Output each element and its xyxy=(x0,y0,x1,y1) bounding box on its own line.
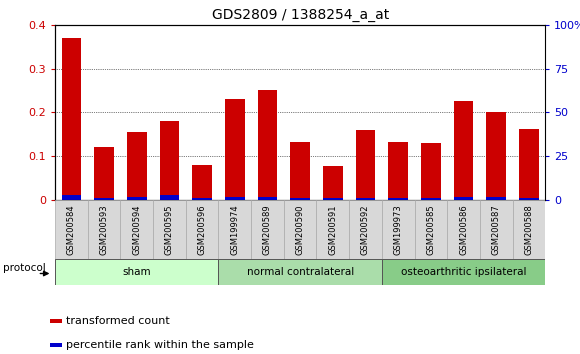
Bar xyxy=(258,197,277,200)
Bar xyxy=(480,200,513,260)
Bar xyxy=(61,38,81,200)
Bar xyxy=(153,200,186,260)
Bar xyxy=(454,197,473,200)
Bar xyxy=(186,200,219,260)
Bar xyxy=(487,196,506,200)
Bar xyxy=(447,200,480,260)
Bar xyxy=(454,102,473,200)
Bar xyxy=(258,91,277,200)
Text: GSM200587: GSM200587 xyxy=(492,205,501,256)
Text: normal contralateral: normal contralateral xyxy=(246,267,354,277)
Bar xyxy=(291,142,310,200)
Bar xyxy=(121,200,153,260)
Bar xyxy=(317,200,349,260)
Text: GSM200594: GSM200594 xyxy=(132,205,142,255)
Text: GSM200589: GSM200589 xyxy=(263,205,272,256)
Bar xyxy=(160,121,179,200)
Bar xyxy=(61,195,81,200)
Text: GSM200596: GSM200596 xyxy=(198,205,206,256)
Bar xyxy=(225,197,245,200)
Bar xyxy=(356,130,375,200)
Bar xyxy=(382,259,545,285)
Bar xyxy=(50,343,62,347)
Bar xyxy=(487,113,506,200)
Text: GSM199974: GSM199974 xyxy=(230,205,240,256)
Bar xyxy=(356,198,375,200)
Bar xyxy=(323,198,343,200)
Text: percentile rank within the sample: percentile rank within the sample xyxy=(66,339,254,349)
Bar xyxy=(251,200,284,260)
Bar xyxy=(55,259,219,285)
Bar xyxy=(160,195,179,200)
Text: GSM200593: GSM200593 xyxy=(100,205,108,256)
Bar xyxy=(219,200,251,260)
Bar xyxy=(219,259,382,285)
Bar xyxy=(127,196,147,200)
Bar xyxy=(349,200,382,260)
Text: GSM200584: GSM200584 xyxy=(67,205,76,256)
Bar xyxy=(284,200,317,260)
Text: GSM200595: GSM200595 xyxy=(165,205,174,255)
Text: osteoarthritic ipsilateral: osteoarthritic ipsilateral xyxy=(401,267,526,277)
Text: protocol: protocol xyxy=(3,263,45,273)
Bar xyxy=(513,200,545,260)
Bar xyxy=(389,198,408,200)
Text: sham: sham xyxy=(122,267,151,277)
Bar xyxy=(323,166,343,200)
Bar xyxy=(50,319,62,324)
Bar xyxy=(389,142,408,200)
Bar xyxy=(225,99,245,200)
Text: GSM200585: GSM200585 xyxy=(426,205,436,256)
Text: GSM200591: GSM200591 xyxy=(328,205,338,255)
Text: GSM200588: GSM200588 xyxy=(524,205,534,256)
Bar xyxy=(193,198,212,200)
Bar xyxy=(88,200,121,260)
Text: GSM200590: GSM200590 xyxy=(296,205,304,255)
Bar xyxy=(415,200,447,260)
Bar xyxy=(95,147,114,200)
Bar xyxy=(519,129,539,200)
Bar xyxy=(95,198,114,200)
Text: GSM200586: GSM200586 xyxy=(459,205,468,256)
Bar xyxy=(382,200,415,260)
Title: GDS2809 / 1388254_a_at: GDS2809 / 1388254_a_at xyxy=(212,8,389,22)
Bar xyxy=(193,165,212,200)
Bar xyxy=(519,198,539,200)
Bar xyxy=(421,198,441,200)
Bar xyxy=(127,132,147,200)
Bar xyxy=(291,198,310,200)
Text: GSM199973: GSM199973 xyxy=(394,205,403,256)
Bar xyxy=(421,143,441,200)
Text: transformed count: transformed count xyxy=(66,316,170,326)
Text: GSM200592: GSM200592 xyxy=(361,205,370,255)
Bar xyxy=(55,200,88,260)
